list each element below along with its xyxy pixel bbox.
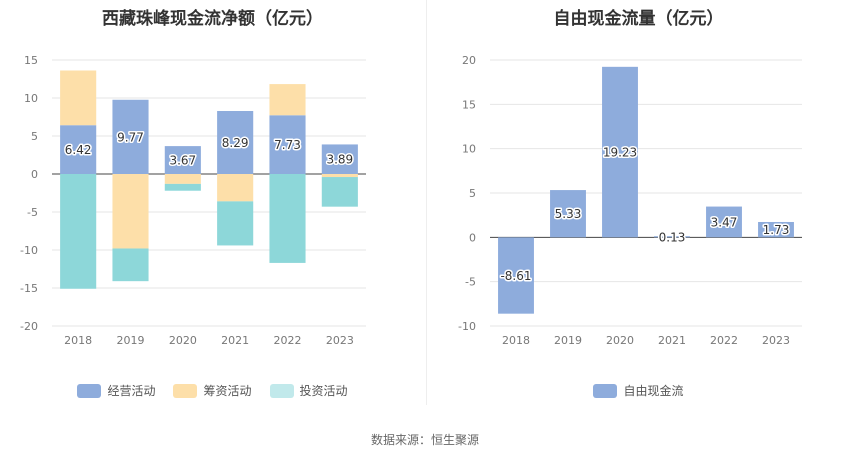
legend-swatch-investing	[269, 383, 294, 398]
right-chart-data-label: 5.33	[555, 207, 582, 221]
left-chart-y-tick-label: -5	[27, 206, 38, 219]
left-chart-bar-1-2021	[217, 174, 254, 202]
right-chart-y-tick-label: 10	[462, 143, 476, 156]
legend-label-investing: 投资活动	[299, 384, 348, 398]
left-chart-y-tick-label: -10	[20, 244, 38, 257]
right-chart-data-label: 1.73	[763, 223, 790, 237]
right-chart-y-tick-label: 5	[469, 187, 476, 200]
left-chart-data-label: 8.29	[222, 136, 249, 150]
right-chart-bar-0-2022	[706, 206, 742, 238]
left-chart-bar-1-2023	[321, 174, 358, 178]
left-chart-x-tick-label: 2018	[64, 334, 92, 347]
left-chart-data-label: 6.42	[65, 143, 92, 157]
legend-swatch-financing	[173, 383, 198, 398]
legend-item-free-cash-flow[interactable]: 自由现金流	[593, 382, 684, 399]
legend-label-free-cash-flow: 自由现金流	[623, 384, 684, 398]
left-chart-bar-1-2020	[164, 174, 201, 184]
left-chart-bar-2-2023	[321, 177, 358, 207]
left-chart-data-label: 3.89	[326, 153, 353, 167]
legend-item-investing[interactable]: 投资活动	[269, 382, 348, 399]
left-chart-bar-2-2020	[164, 183, 201, 191]
legend-label-financing: 筹资活动	[203, 384, 252, 398]
right-chart-title: 自由现金流量（亿元）	[553, 9, 724, 29]
left-chart-x-tick-label: 2021	[221, 334, 249, 347]
left-chart-bar-0-2020	[164, 146, 201, 174]
right-chart-x-tick-label: 2020	[606, 334, 634, 347]
panel-divider	[426, 0, 427, 405]
right-chart-panel: 自由现金流量（亿元） 20 15 10 5 0 -5 -10 2018 2019 2020 2021…	[427, 0, 850, 410]
left-chart-data-label: 3.67	[169, 154, 196, 168]
left-chart-x-tick-label: 2022	[274, 334, 302, 347]
right-chart-y-tick-label: 20	[462, 54, 476, 67]
right-chart-data-label: 19.23	[603, 146, 637, 160]
right-chart-x-tick-label: 2021	[658, 334, 686, 347]
left-chart-data-label: 7.73	[274, 138, 301, 152]
legend-item-operating[interactable]: 经营活动	[77, 382, 155, 399]
left-chart-plot: 15 10 5 0 -5 -10 -15 -20 2018 2019 2020 2021 2022 202…	[20, 54, 366, 347]
left-chart-x-tick-label: 2023	[326, 334, 354, 347]
left-chart-y-tick-label: -20	[20, 320, 38, 333]
right-chart-data-label: 0.13	[659, 230, 686, 244]
left-chart-bar-2-2022	[269, 174, 306, 263]
left-chart-y-tick-label: 15	[24, 54, 38, 67]
legend-label-operating: 经营活动	[107, 384, 156, 398]
right-chart-x-tick-label: 2018	[502, 334, 530, 347]
right-chart-plot: 20 15 10 5 0 -5 -10 2018 2019 2020 2021 2022 2023 -8.…	[458, 54, 802, 347]
right-chart-y-tick-label: -5	[465, 276, 476, 289]
right-chart-legend: 自由现金流	[427, 382, 850, 399]
right-chart-bar-0-2019	[550, 190, 586, 238]
right-chart-data-label: -8.61	[500, 269, 531, 283]
right-chart-y-tick-label: -10	[458, 320, 476, 333]
left-chart-bar-1-2022	[269, 84, 306, 116]
left-chart-bar-0-2023	[321, 144, 358, 174]
left-chart-panel: 西藏珠峰现金流净额（亿元） 15 10 5 0 -5 -10 -15 -20 2018 2019 2…	[0, 0, 425, 410]
right-chart-x-tick-label: 2019	[554, 334, 582, 347]
right-chart-y-tick-label: 15	[462, 98, 476, 111]
right-chart-bar-0-2023	[758, 221, 794, 238]
left-chart-bar-0-2018	[60, 125, 97, 174]
left-chart-y-tick-label: 0	[31, 168, 38, 181]
left-chart-y-tick-label: -15	[20, 282, 38, 295]
left-chart-x-tick-label: 2019	[117, 334, 145, 347]
left-chart-bar-1-2018	[60, 70, 97, 126]
left-chart-x-tick-label: 2020	[169, 334, 197, 347]
data-source-footer: 数据来源：恒生聚源	[370, 433, 479, 447]
right-chart-bar-0-2021	[654, 236, 690, 238]
right-chart-bar-0-2020	[602, 66, 638, 238]
right-chart-y-tick-label: 0	[469, 231, 476, 244]
left-chart-bar-2-2018	[60, 174, 97, 289]
left-chart-bar-2-2021	[217, 201, 254, 246]
legend-item-financing[interactable]: 筹资活动	[173, 382, 252, 399]
left-chart-title: 西藏珠峰现金流净额（亿元）	[102, 9, 323, 29]
right-chart-x-tick-label: 2022	[710, 334, 738, 347]
left-chart-bar-0-2022	[269, 115, 306, 174]
left-chart-bar-1-2019	[112, 174, 149, 249]
left-chart-legend: 经营活动 筹资活动 投资活动	[0, 382, 425, 399]
left-chart-data-label: 9.77	[117, 130, 144, 144]
left-chart-y-tick-label: 10	[24, 92, 38, 105]
right-chart-bar-0-2018	[498, 237, 534, 314]
legend-swatch-operating	[77, 383, 102, 398]
left-chart-bar-0-2021	[217, 110, 254, 174]
left-chart-y-tick-label: 5	[31, 130, 38, 143]
left-chart-bar-2-2019	[112, 248, 149, 282]
legend-swatch-free-cash-flow	[593, 383, 618, 398]
right-chart-data-label: 3.47	[711, 215, 738, 229]
left-chart-bar-0-2019	[112, 99, 149, 174]
right-chart-x-tick-label: 2023	[762, 334, 790, 347]
